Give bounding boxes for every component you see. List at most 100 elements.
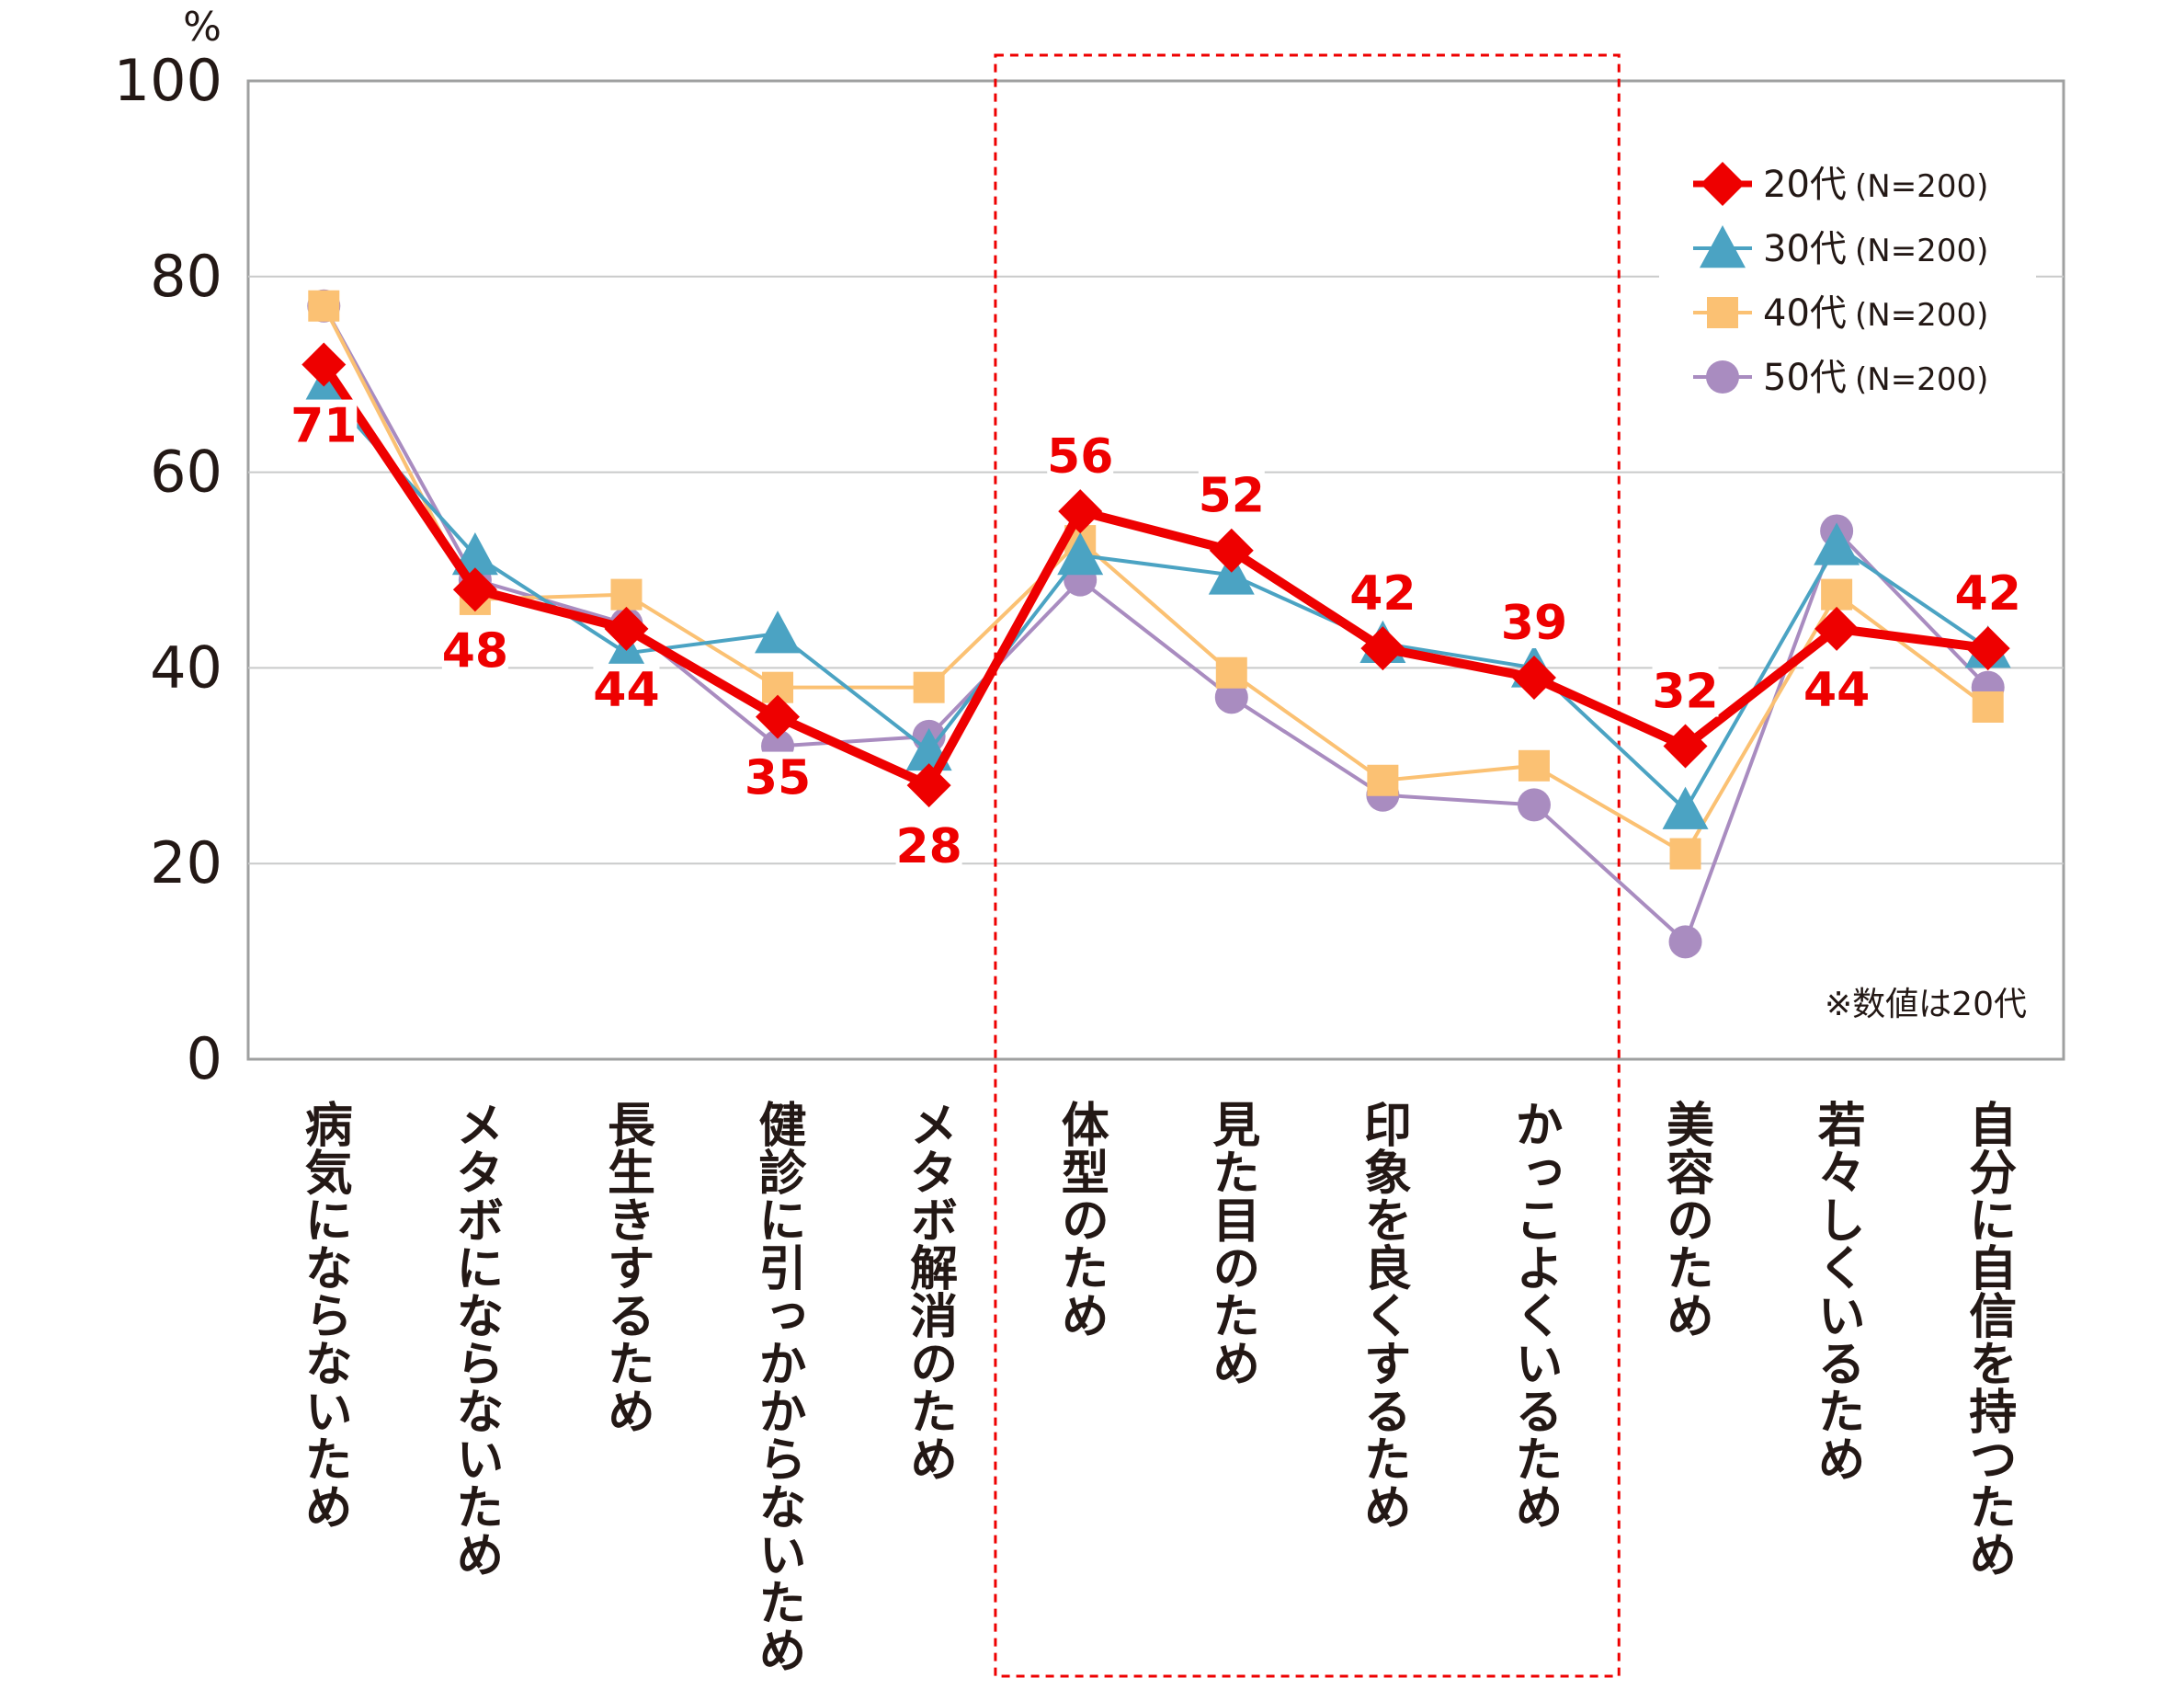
legend-marker-square: [1707, 297, 1738, 328]
y-tick-label: 0: [187, 1025, 222, 1092]
legend-n: (N=200): [1855, 168, 1988, 205]
data-label-bg: [1349, 567, 1416, 620]
category-label: 健診に引っかからないため: [750, 1100, 806, 1673]
data-label: 56: [1047, 429, 1113, 485]
point-30代-0: [301, 366, 347, 409]
data-label: 71: [290, 399, 357, 454]
category-label: 長生きするため: [598, 1100, 654, 1434]
point-40代-8: [1518, 749, 1550, 782]
legend-n: (N=200): [1855, 233, 1988, 269]
point-20代-8: [1511, 656, 1556, 701]
point-40代-4: [913, 671, 945, 703]
data-label-bg: [441, 624, 508, 677]
point-50代-9: [1668, 925, 1702, 959]
category-label: 印象を良くするため: [1355, 1100, 1410, 1530]
legend-label: 40代: [1763, 292, 1847, 335]
series-line-20代: [320, 361, 1989, 791]
data-label-bg: [1652, 665, 1719, 717]
point-20代-9: [1663, 724, 1708, 769]
legend-n: (N=200): [1855, 297, 1988, 334]
data-label: 44: [1803, 663, 1870, 718]
legend-item-30代: 30代 (N=200): [1693, 225, 1988, 270]
data-label: 52: [1199, 469, 1265, 524]
category-label: 見た目のため: [1204, 1100, 1260, 1387]
point-30代-6: [1208, 552, 1255, 595]
y-tick-label: 20: [150, 829, 222, 896]
data-label: 42: [1955, 566, 2021, 622]
data-label-bg: [1803, 663, 1871, 715]
point-20代-7: [1360, 626, 1405, 671]
point-20代-11: [1965, 626, 2010, 671]
category-label: メタボにならないため: [448, 1100, 503, 1578]
data-label-bg: [593, 663, 660, 715]
data-label-bg: [1954, 567, 2021, 620]
point-20代-1: [452, 567, 497, 612]
legend-item-40代: 40代 (N=200): [1693, 292, 1988, 335]
point-20代-6: [1209, 528, 1254, 573]
data-label: 42: [1349, 566, 1416, 622]
data-label-bg: [1198, 469, 1265, 521]
data-label-bg: [745, 751, 812, 804]
legend-label: 50代: [1763, 357, 1847, 399]
data-label: 44: [593, 663, 659, 718]
legend-item-20代: 20代 (N=200): [1693, 162, 1988, 206]
y-tick-label: 100: [114, 47, 222, 114]
category-label: 体型のため: [1052, 1100, 1109, 1339]
category-label: かっこよくいるため: [1507, 1100, 1562, 1530]
series-line-40代: [322, 304, 1989, 856]
point-30代-5: [1057, 532, 1104, 576]
legend-marker-diamond: [1701, 162, 1745, 206]
point-30代-10: [1814, 522, 1860, 565]
series-line-50代: [322, 304, 1990, 944]
data-label: 28: [895, 819, 961, 874]
point-40代-9: [1669, 838, 1701, 870]
y-tick-label: 40: [150, 634, 222, 701]
point-20代-4: [906, 763, 951, 808]
plot-frame: [246, 79, 2065, 1061]
data-label-bg: [895, 820, 962, 873]
category-label: 自分に自信を持つため: [1961, 1100, 2017, 1578]
data-label-bg: [1500, 597, 1567, 649]
legend-label: 20代: [1763, 164, 1847, 206]
point-20代-2: [604, 606, 649, 651]
legend-marker-triangle: [1700, 225, 1746, 268]
note-text: ※数値は20代: [1825, 986, 2027, 1023]
legend-label: 30代: [1763, 228, 1847, 270]
category-label: 若々しくいるため: [1809, 1100, 1865, 1482]
category-label: メタボ解消のため: [902, 1100, 958, 1482]
series-line-30代: [322, 387, 1989, 812]
point-40代-11: [1972, 691, 2004, 723]
point-20代-3: [756, 694, 801, 739]
point-20代-10: [1814, 606, 1860, 651]
data-label: 32: [1652, 665, 1718, 720]
point-40代-10: [1821, 578, 1853, 611]
point-50代-6: [1214, 680, 1248, 714]
y-unit-label: %: [183, 4, 222, 51]
category-label: 美容のため: [1658, 1100, 1714, 1339]
y-tick-label: 60: [150, 439, 222, 506]
data-label: 48: [442, 623, 508, 679]
series-20代: [301, 342, 2010, 808]
point-40代-6: [1215, 656, 1247, 689]
data-label-bg: [290, 399, 358, 451]
point-30代-9: [1662, 786, 1709, 829]
category-label: 病気にならないため: [296, 1100, 352, 1530]
point-30代-1: [451, 532, 498, 576]
point-40代-7: [1367, 764, 1399, 796]
point-30代-2: [603, 630, 650, 673]
point-20代-5: [1058, 489, 1103, 534]
y-tick-label: 80: [150, 243, 222, 310]
point-30代-3: [755, 611, 802, 654]
highlight-box: [994, 53, 1621, 1678]
point-50代-8: [1517, 788, 1551, 822]
legend-marker-circle: [1706, 360, 1739, 394]
data-label: 39: [1501, 596, 1567, 651]
point-40代-2: [610, 578, 643, 611]
legend-n: (N=200): [1855, 361, 1988, 398]
data-label-bg: [1047, 430, 1114, 483]
legend-item-50代: 50代 (N=200): [1693, 357, 1988, 399]
point-20代-0: [301, 342, 347, 387]
point-40代-0: [308, 290, 340, 322]
data-label: 35: [745, 751, 811, 806]
